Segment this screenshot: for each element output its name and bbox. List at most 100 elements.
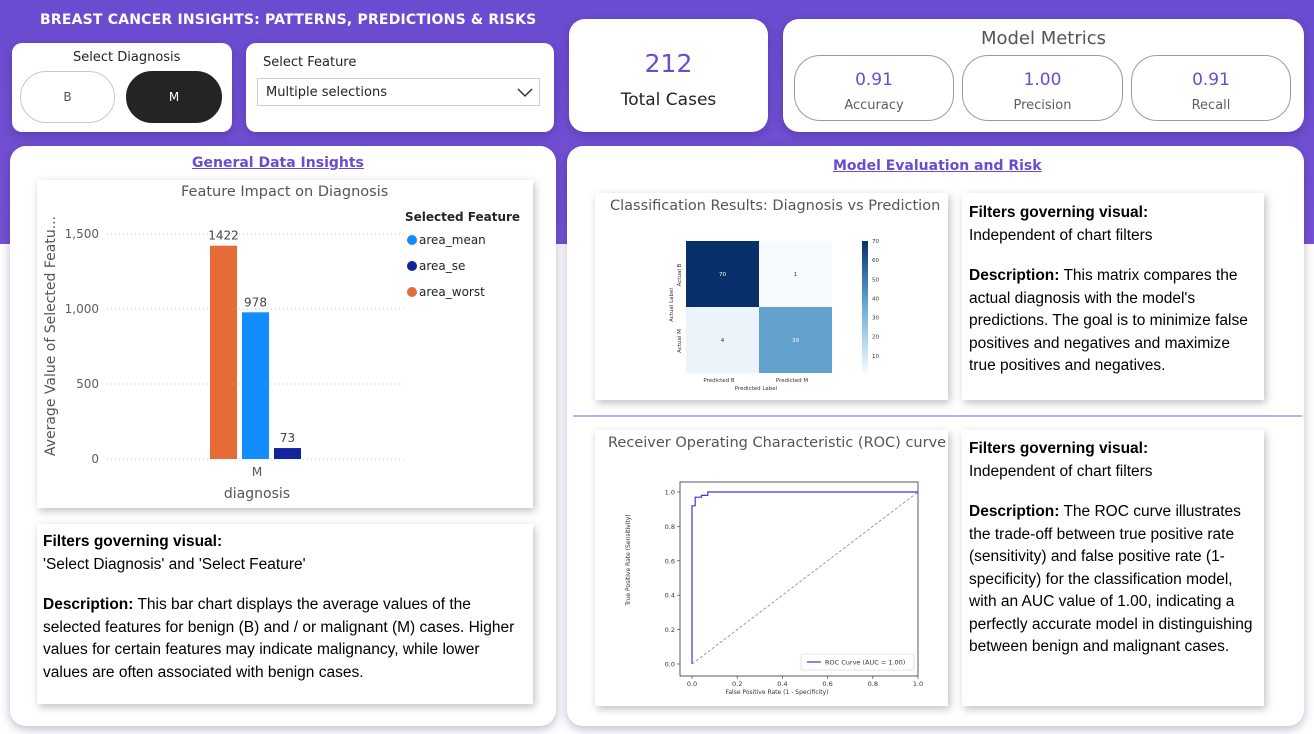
total-cases-value: 212: [644, 49, 693, 78]
cm-description-heading: Description:: [969, 267, 1060, 284]
chevron-down-icon: [517, 88, 533, 98]
roc-description-text: The ROC curve illustrates the trade-off …: [969, 503, 1253, 655]
cm-y-axis-label: Actual Label: [669, 288, 675, 322]
total-cases-card: 212 Total Cases: [569, 19, 768, 132]
roc-y-tick: 0.4: [665, 592, 675, 600]
cm-colorbar-tick: 40: [872, 296, 879, 302]
cm-cell: [686, 241, 759, 307]
roc-curve-card: Receiver Operating Characteristic (ROC) …: [595, 430, 948, 706]
legend-marker-area-se: [407, 261, 417, 271]
model-evaluation-title[interactable]: Model Evaluation and Risk: [833, 158, 1042, 174]
accuracy-metric: 0.91 Accuracy: [794, 55, 954, 121]
cm-colorbar-tick: 70: [872, 239, 879, 245]
bar-area-worst: [210, 245, 237, 459]
roc-y-axis-label: True Positive Rate (Sensitivity): [625, 514, 632, 606]
recall-value: 0.91: [1192, 70, 1230, 90]
feature-dropdown[interactable]: Multiple selections: [257, 78, 540, 106]
roc-description-heading: Description:: [969, 503, 1060, 520]
cm-x-axis-label: Predicted Label: [735, 386, 778, 392]
roc-chart: True Positive Rate (Sensitivity) False P…: [625, 481, 923, 696]
cm-y-tick-actual-m: Actual M: [677, 329, 683, 353]
roc-x-axis-label: False Positive Rate (1 - Specificity): [725, 689, 828, 696]
legend-marker-area-mean: [407, 235, 417, 245]
bar-y-tick: 1,000: [65, 302, 99, 316]
general-insights-panel: General Data Insights Feature Impact on …: [10, 146, 556, 726]
cm-y-tick-actual-b: Actual B: [677, 263, 683, 286]
roc-legend-label: ROC Curve (AUC = 1.00): [825, 659, 905, 667]
roc-filters-heading: Filters governing visual:: [969, 440, 1149, 457]
model-evaluation-panel: Model Evaluation and Risk Classification…: [567, 146, 1304, 726]
diagnosis-slicer: Select Diagnosis B M: [12, 43, 232, 132]
bar-filters-text: 'Select Diagnosis' and 'Select Feature': [43, 555, 306, 573]
roc-curve-line: [691, 491, 918, 664]
bar-label-area-se: 73: [280, 431, 295, 445]
bar-chart-description-card: Filters governing visual: 'Select Diagnos…: [37, 524, 533, 704]
feature-slicer-label: Select Feature: [263, 55, 357, 70]
bar-chart-title: Feature Impact on Diagnosis: [181, 184, 389, 200]
cm-x-tick-predicted-m: Predicted M: [776, 378, 809, 384]
cm-cell-value: 4: [721, 338, 725, 344]
roc-plot-frame: [679, 481, 919, 677]
confusion-matrix: Actual Label Actual B Actual M Predicted…: [669, 239, 879, 392]
cm-description-text: This matrix compares the actual diagnosi…: [969, 267, 1248, 374]
diagnosis-option-m[interactable]: M: [126, 71, 222, 123]
bar-label-area-worst: 1422: [208, 229, 239, 243]
cm-colorbar-tick: 10: [872, 354, 879, 360]
bar-y-tick: 0: [91, 452, 99, 466]
feature-dropdown-value: Multiple selections: [266, 84, 387, 100]
legend-label-area-worst[interactable]: area_worst: [419, 285, 485, 299]
roc-y-tick: 0.0: [665, 661, 675, 669]
bar-x-axis-label: diagnosis: [224, 486, 290, 502]
model-metrics-title: Model Metrics: [980, 28, 1107, 49]
cm-cell: [759, 241, 832, 307]
cm-colorbar-tick: 20: [872, 335, 879, 341]
model-metrics-card: Model Metrics 0.91 Accuracy 1.00 Precisi…: [783, 19, 1304, 132]
roc-curve-title: Receiver Operating Characteristic (ROC) …: [608, 435, 947, 451]
roc-y-tick: 1.0: [665, 489, 675, 497]
cm-cell-value: 1: [794, 272, 798, 278]
precision-label: Precision: [1013, 98, 1072, 113]
bar-label-area-mean: 978: [244, 295, 267, 309]
diagnosis-option-b[interactable]: B: [20, 71, 115, 123]
feature-slicer: Select Feature Multiple selections: [246, 43, 554, 132]
roc-x-tick: 1.0: [913, 680, 923, 688]
roc-y-tick: 0.2: [665, 626, 675, 634]
roc-y-tick: 0.6: [665, 557, 675, 565]
accuracy-value: 0.91: [855, 70, 893, 90]
legend-title: Selected Feature: [405, 210, 520, 224]
roc-x-tick: 0.8: [868, 680, 878, 688]
bar-area-se: [274, 448, 301, 459]
roc-description-card: Filters governing visual: Independent of …: [962, 430, 1264, 706]
cm-cell: [686, 307, 759, 373]
diagnosis-slicer-label: Select Diagnosis: [73, 50, 181, 65]
legend-label-area-se[interactable]: area_se: [419, 259, 465, 273]
bar-y-axis-label: Average Value of Selected Featu...: [43, 216, 59, 456]
cm-cell-value: 39: [792, 338, 799, 344]
cm-colorbar-tick: 30: [872, 316, 879, 322]
precision-value: 1.00: [1023, 70, 1062, 90]
roc-legend-box: [800, 653, 915, 671]
accuracy-label: Accuracy: [844, 98, 904, 113]
bar-chart-card: Feature Impact on Diagnosis Average Valu…: [37, 180, 533, 508]
roc-x-tick: 0.6: [822, 680, 832, 688]
confusion-matrix-title: Classification Results: Diagnosis vs Pre…: [610, 198, 941, 214]
section-divider: [573, 415, 1302, 417]
precision-metric: 1.00 Precision: [962, 55, 1123, 121]
confusion-matrix-card: Classification Results: Diagnosis vs Pre…: [595, 193, 948, 400]
cm-x-tick-predicted-b: Predicted B: [703, 378, 735, 384]
general-insights-title[interactable]: General Data Insights: [192, 155, 364, 171]
legend-marker-area-worst: [407, 287, 417, 297]
cm-cell: [759, 307, 832, 373]
legend-label-area-mean[interactable]: area_mean: [419, 233, 486, 247]
bar-description-text: This bar chart displays the average valu…: [43, 596, 515, 681]
recall-label: Recall: [1191, 98, 1231, 113]
roc-x-tick: 0.0: [687, 680, 697, 688]
cm-colorbar: [862, 241, 868, 373]
bar-y-tick: 1,500: [65, 227, 99, 241]
roc-x-tick: 0.2: [732, 680, 742, 688]
bar-x-tick-m: M: [252, 465, 262, 479]
cm-filters-heading: Filters governing visual:: [969, 204, 1149, 221]
roc-filters-text: Independent of chart filters: [969, 462, 1153, 480]
recall-metric: 0.91 Recall: [1131, 55, 1291, 121]
total-cases-label: Total Cases: [620, 90, 717, 110]
